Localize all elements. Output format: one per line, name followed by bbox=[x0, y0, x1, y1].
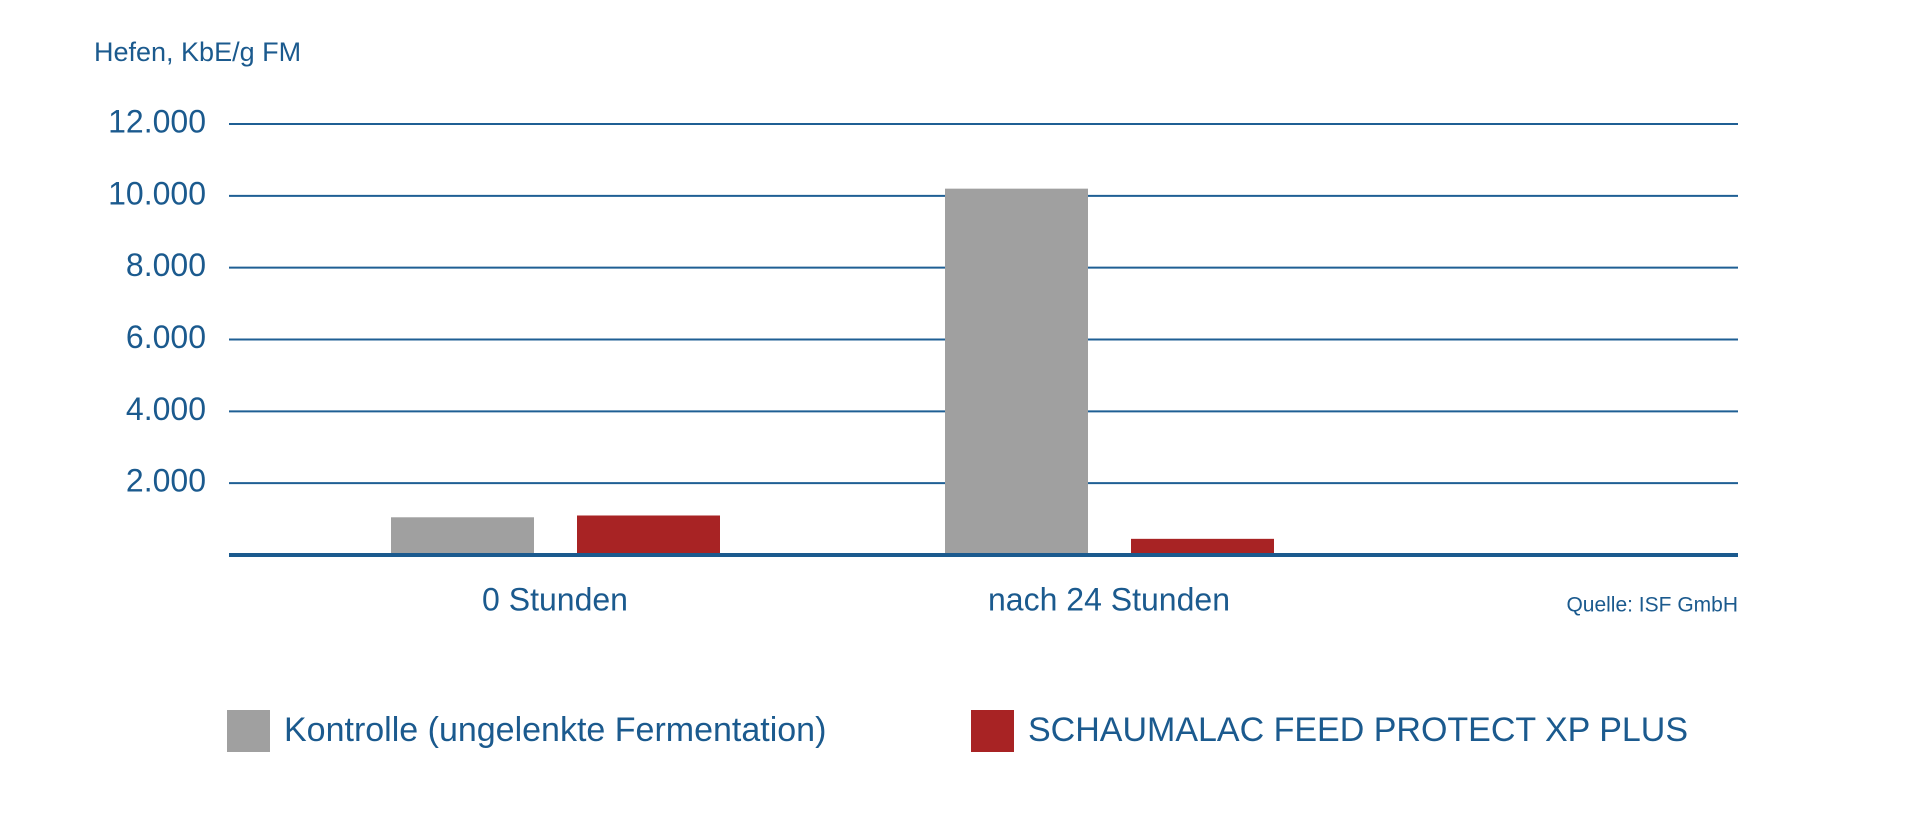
y-tick-label: 6.000 bbox=[126, 319, 206, 355]
y-tick-label: 12.000 bbox=[108, 103, 206, 139]
y-tick-label: 10.000 bbox=[108, 175, 206, 211]
bar bbox=[945, 188, 1088, 555]
y-axis-title: Hefen, KbE/g FM bbox=[94, 37, 301, 67]
source-note: Quelle: ISF GmbH bbox=[1566, 594, 1738, 617]
y-tick-label: 4.000 bbox=[126, 391, 206, 427]
y-tick-label: 8.000 bbox=[126, 247, 206, 283]
legend-label: Kontrolle (ungelenkte Fermentation) bbox=[284, 711, 826, 749]
legend-swatch bbox=[971, 710, 1014, 752]
legend-swatch bbox=[227, 710, 270, 752]
legend-label: SCHAUMALAC FEED PROTECT XP PLUS bbox=[1028, 711, 1688, 749]
bar bbox=[391, 517, 534, 555]
y-tick-label: 2.000 bbox=[126, 463, 206, 499]
bar bbox=[577, 515, 720, 555]
x-tick-label: nach 24 Stunden bbox=[988, 581, 1230, 617]
bar bbox=[1131, 538, 1274, 555]
x-tick-label: 0 Stunden bbox=[482, 581, 628, 617]
